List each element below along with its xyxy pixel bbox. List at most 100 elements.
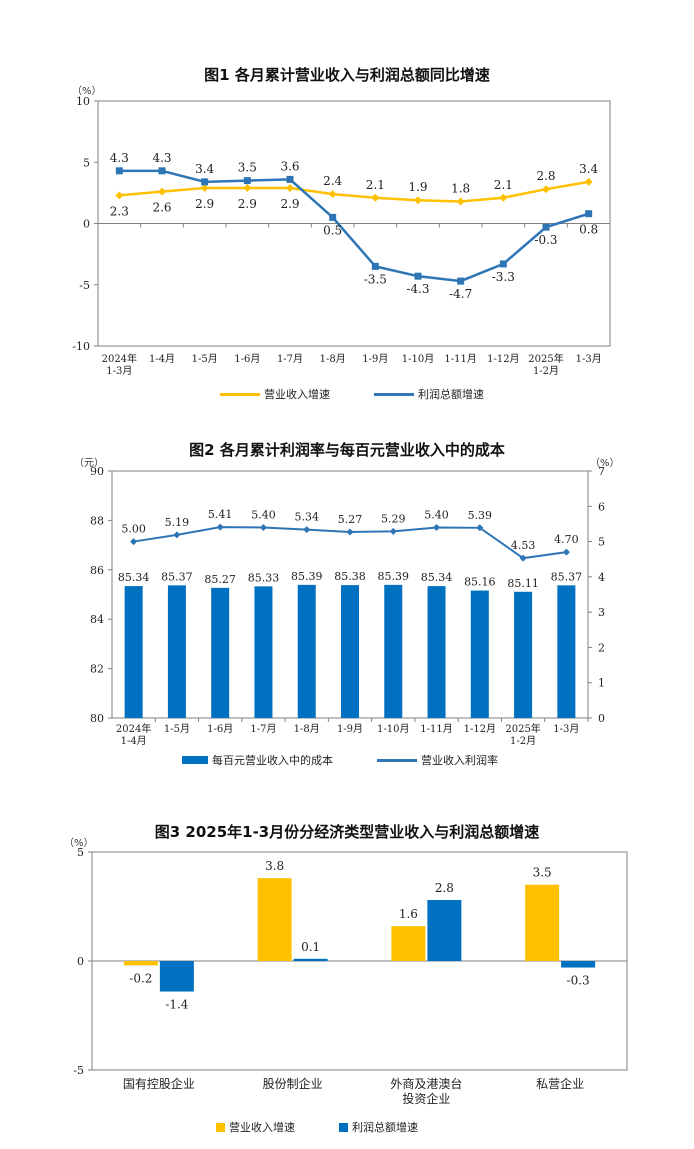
revenue-bar-label: 3.8: [265, 859, 284, 873]
data-label: 2.1: [366, 178, 385, 192]
x-tick-label: 股份制企业: [263, 1076, 323, 1091]
x-tick-label: 1-8月: [320, 353, 346, 365]
cost-bar: [427, 586, 446, 718]
margin-label: 4.70: [554, 533, 579, 546]
y-tick-label: 0: [83, 218, 90, 231]
chart-3-y-unit: （%）: [64, 838, 94, 849]
margin-label: 5.29: [381, 512, 406, 525]
cost-bar-label: 85.34: [421, 571, 453, 584]
profit-point: [243, 177, 251, 185]
margin-label: 5.34: [294, 511, 319, 524]
cost-bar-label: 85.37: [161, 570, 193, 583]
x-tick-label: 1-5月: [192, 353, 218, 365]
y-tick-label-right: 0: [598, 712, 605, 725]
profit-bar: [159, 961, 194, 992]
y-tick-label-right: 3: [598, 606, 605, 619]
revenue-point: [584, 177, 593, 186]
data-label: 0.8: [579, 223, 598, 237]
x-tick-label: 2025年: [528, 352, 563, 365]
data-label: 3.4: [195, 162, 214, 176]
data-label: 2.9: [238, 197, 257, 211]
margin-point: [433, 523, 441, 531]
data-label: 2.4: [323, 174, 342, 188]
legend-item-cost: 每百元营业收入中的成本: [182, 752, 333, 768]
cost-bar: [167, 585, 186, 718]
profit-point: [115, 167, 123, 175]
data-label: 2.9: [280, 197, 299, 211]
revenue-bar-label: 1.6: [399, 907, 418, 921]
revenue-point: [456, 197, 465, 206]
cost-bar-label: 85.34: [118, 571, 150, 584]
cost-bar: [341, 585, 359, 718]
chart-3-legend: 营业收入增速 利润总额增速: [216, 1119, 462, 1135]
revenue-bar: [123, 961, 158, 966]
chart-2: 图2 各月累计利润率与每百元营业收入中的成本 （元） （%） 80 82 84 86 8…: [0, 420, 694, 780]
x-tick-label: 1-5月: [164, 723, 190, 735]
cost-bar-label: 85.38: [334, 570, 366, 583]
margin-point: [346, 528, 354, 536]
data-label: 3.4: [579, 162, 598, 176]
series-line-2: [119, 169, 590, 283]
margin-point: [130, 538, 138, 546]
margin-label: 4.53: [511, 539, 536, 552]
x-tick-label: 1-8月: [294, 723, 320, 735]
margin-label: 5.40: [251, 508, 276, 521]
legend-swatch-cost: [182, 756, 208, 764]
x-tick-label: 1-4月: [121, 735, 147, 747]
y-tick-label-left: 90: [90, 465, 104, 478]
revenue-bar: [391, 926, 426, 961]
y-tick-label-right: 2: [598, 641, 605, 654]
legend-swatch-revenue: [220, 392, 260, 396]
y-tick-label: 5: [83, 156, 90, 169]
revenue-point: [286, 183, 294, 192]
x-tick-label: 1-7月: [277, 353, 303, 365]
revenue-point: [243, 183, 252, 192]
y-tick-label-left: 84: [90, 613, 104, 626]
revenue-point: [542, 185, 550, 194]
profit-point: [329, 213, 337, 221]
x-tick-label: 1-6月: [207, 723, 233, 735]
y-tick-label: 0: [77, 955, 84, 968]
data-label: 1.8: [451, 181, 470, 195]
chart-1-title: 图1 各月累计营业收入与利润总额同比增速: [204, 66, 490, 84]
y-tick-label-left: 86: [90, 564, 104, 577]
cost-bar: [384, 584, 403, 718]
data-label: 3.6: [280, 159, 299, 173]
y-tick-label: -5: [79, 279, 90, 292]
x-tick-label: 1-6月: [234, 353, 260, 365]
chart-2-legend: 每百元营业收入中的成本 营业收入利润率: [182, 752, 542, 768]
margin-label: 5.27: [338, 513, 363, 526]
data-label: 1.9: [408, 180, 427, 194]
x-tick-label: 1-9月: [362, 353, 388, 365]
profit-point: [542, 223, 550, 231]
x-tick-label: 私营企业: [536, 1076, 584, 1091]
margin-label: 5.00: [121, 523, 146, 536]
revenue-bar-label: -0.2: [129, 971, 152, 985]
chart-1: 图1 各月累计营业收入与利润总额同比增速 （%） -10 -5 0 5 10 2024年 1…: [0, 0, 694, 420]
legend-item-revenue: 营业收入增速: [220, 386, 330, 402]
x-tick-label: 1-3月: [553, 723, 579, 735]
profit-bar: [561, 961, 596, 968]
profit-point: [414, 272, 422, 280]
profit-point: [286, 175, 294, 183]
cost-bar-label: 85.39: [291, 570, 323, 583]
y-tick-label-right: 1: [598, 677, 605, 690]
x-tick-label: 1-2月: [533, 365, 559, 377]
x-tick-label: 1-12月: [464, 723, 496, 735]
y-tick-label-left: 88: [90, 514, 104, 527]
margin-point: [303, 526, 311, 534]
cost-bar: [254, 586, 273, 718]
data-label: 0.5: [323, 223, 342, 237]
cost-bar-label: 85.33: [248, 571, 280, 584]
profit-point: [201, 178, 209, 186]
chart-2-y-unit-right: （%）: [590, 458, 620, 469]
cost-bar: [514, 591, 533, 718]
revenue-point: [200, 183, 209, 192]
x-tick-label: 1-4月: [149, 353, 175, 365]
revenue-point: [371, 193, 380, 202]
chart-3-title: 图3 2025年1-3月份分经济类型营业收入与利润总额增速: [154, 823, 540, 841]
data-label: 2.6: [152, 201, 171, 215]
data-label: -4.3: [406, 282, 429, 296]
